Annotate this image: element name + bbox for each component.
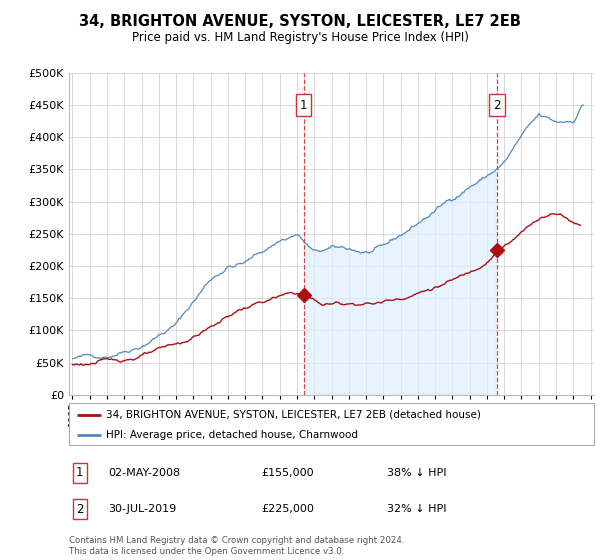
- Text: 1: 1: [76, 466, 83, 479]
- Text: 2: 2: [493, 99, 500, 111]
- Text: 32% ↓ HPI: 32% ↓ HPI: [387, 504, 446, 514]
- Text: £155,000: £155,000: [261, 468, 314, 478]
- Text: 2: 2: [76, 502, 83, 516]
- Text: 1: 1: [300, 99, 307, 111]
- Text: 02-MAY-2008: 02-MAY-2008: [108, 468, 180, 478]
- Text: Contains HM Land Registry data © Crown copyright and database right 2024.
This d: Contains HM Land Registry data © Crown c…: [69, 536, 404, 556]
- Text: £225,000: £225,000: [261, 504, 314, 514]
- Text: Price paid vs. HM Land Registry's House Price Index (HPI): Price paid vs. HM Land Registry's House …: [131, 31, 469, 44]
- Text: 30-JUL-2019: 30-JUL-2019: [108, 504, 176, 514]
- Text: 38% ↓ HPI: 38% ↓ HPI: [387, 468, 446, 478]
- Text: 34, BRIGHTON AVENUE, SYSTON, LEICESTER, LE7 2EB (detached house): 34, BRIGHTON AVENUE, SYSTON, LEICESTER, …: [106, 410, 481, 420]
- FancyBboxPatch shape: [69, 403, 594, 445]
- Text: 34, BRIGHTON AVENUE, SYSTON, LEICESTER, LE7 2EB: 34, BRIGHTON AVENUE, SYSTON, LEICESTER, …: [79, 14, 521, 29]
- Text: HPI: Average price, detached house, Charnwood: HPI: Average price, detached house, Char…: [106, 430, 358, 440]
